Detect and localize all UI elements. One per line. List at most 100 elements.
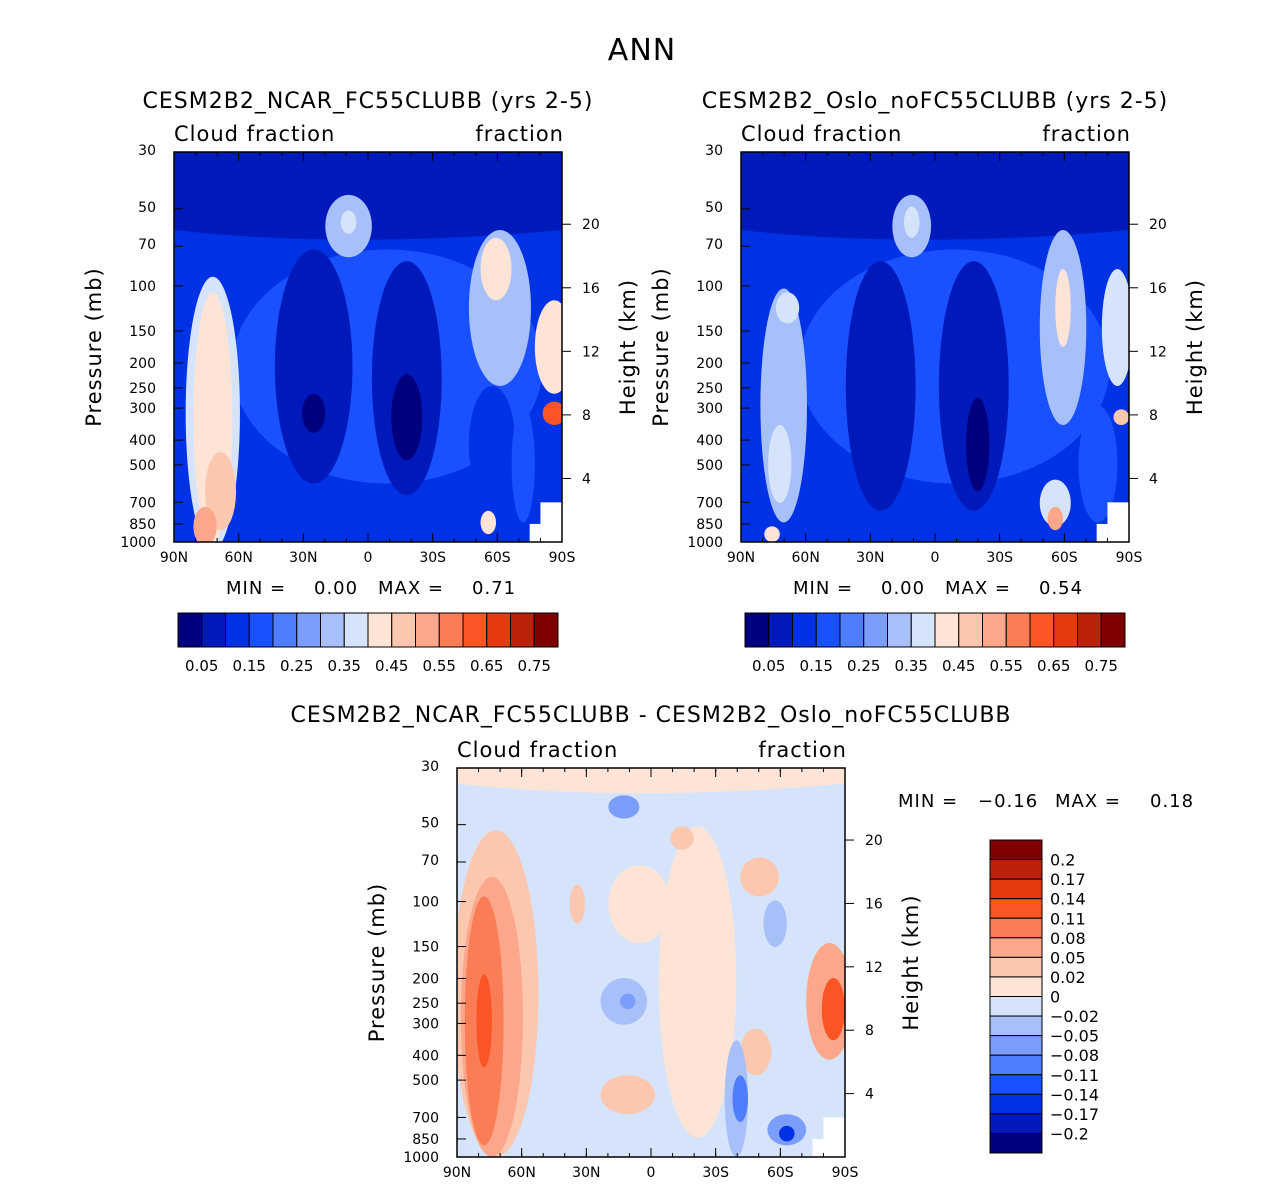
colorbar-swatch <box>367 612 393 648</box>
x-tick-label: 60S <box>767 1165 794 1181</box>
y-tick-label: 500 <box>129 458 156 474</box>
y-tick-label: 30 <box>138 143 156 159</box>
contour-region <box>732 1075 748 1122</box>
x-tick-label: 0 <box>647 1165 656 1181</box>
min-value: −0.16 <box>978 791 1038 812</box>
min-value: 0.00 <box>881 578 925 599</box>
min-label: MIN = <box>793 578 853 599</box>
height-tick-label: 4 <box>865 1087 874 1103</box>
y-tick-label: 850 <box>129 517 156 533</box>
y-tick-label: 70 <box>138 237 156 253</box>
colorbar-swatch <box>1005 612 1031 648</box>
colorbar-swatch <box>989 898 1043 919</box>
colorbar-swatch <box>744 612 770 648</box>
colorbar-label: 0.05 <box>185 657 218 675</box>
colorbar-label: 0.65 <box>470 657 503 675</box>
y-tick-label: 300 <box>129 401 156 417</box>
contour-region <box>391 374 423 461</box>
contour-region <box>480 237 512 301</box>
colorbar-label: 0.2 <box>1050 851 1075 870</box>
contour-region <box>608 865 671 944</box>
contour-field <box>174 152 562 542</box>
x-tick-label: 30S <box>986 550 1013 566</box>
max-label: MAX = <box>378 578 444 599</box>
contour-region <box>1101 269 1129 386</box>
colorbar-label: −0.05 <box>1050 1027 1099 1046</box>
height-tick-label: 8 <box>1149 408 1158 424</box>
colorbar-swatch <box>201 612 226 648</box>
contour-region <box>468 386 516 503</box>
y-tick-label: 250 <box>129 381 156 397</box>
colorbar-swatch <box>272 612 298 648</box>
y-tick-label: 30 <box>705 143 723 159</box>
panel-diff: CESM2B2_NCAR_FC55CLUBB - CESM2B2_Oslo_no… <box>290 703 1194 1181</box>
y-tick-label: 250 <box>696 381 723 397</box>
y-tick-label: 300 <box>696 401 723 417</box>
contour-region <box>1039 479 1071 527</box>
height-axis-label: Height (km) <box>616 279 640 415</box>
colorbar-swatch <box>815 612 841 648</box>
colorbar-swatch <box>225 612 250 648</box>
panel-title: CESM2B2_NCAR_FC55CLUBB - CESM2B2_Oslo_no… <box>290 703 1011 728</box>
contour-region <box>938 261 1009 511</box>
max-label: MAX = <box>945 578 1011 599</box>
panel-ncar: CESM2B2_NCAR_FC55CLUBB (yrs 2-5) Cloud fr… <box>82 89 640 675</box>
y-tick-label: 850 <box>696 517 723 533</box>
y-tick-label: 1000 <box>120 535 156 551</box>
height-tick-label: 20 <box>1149 217 1167 233</box>
colorbar-swatch <box>989 996 1043 1017</box>
y-tick-label: 1000 <box>687 535 723 551</box>
colorbar-label: 0.15 <box>233 657 266 675</box>
colorbar-swatch <box>863 612 888 648</box>
min-label: MIN = <box>226 578 286 599</box>
x-tick-label: 60N <box>225 550 253 566</box>
colorbar-swatch <box>510 612 535 648</box>
surface-mask <box>1096 502 1129 542</box>
left-label: Cloud fraction <box>174 122 335 146</box>
colorbar-label: 0.25 <box>847 657 880 675</box>
min-max-text: MIN = 0.00 MAX = 0.54 <box>793 578 1082 599</box>
contour-region <box>600 1075 655 1115</box>
contour-region <box>480 510 497 535</box>
colorbar-label: 0.02 <box>1050 968 1086 987</box>
contour-region <box>845 261 916 511</box>
x-axis: 90N 60N 30N 0 30S 60S 90S <box>160 152 575 566</box>
x-tick-label: 60S <box>484 550 511 566</box>
height-tick-label: 16 <box>865 896 883 912</box>
y-tick-label: 150 <box>696 324 723 340</box>
colorbar-swatch <box>934 612 960 648</box>
contour-region <box>821 978 845 1041</box>
height-axis-label: Height (km) <box>899 894 923 1030</box>
colorbar-swatch <box>533 612 559 648</box>
height-tick-label: 12 <box>1149 344 1167 360</box>
colorbar-swatch <box>989 1035 1043 1056</box>
height-tick-label: 4 <box>582 471 591 487</box>
y-tick-label: 70 <box>421 853 439 869</box>
contour-region <box>658 826 737 1138</box>
y-axis-label: Pressure (mb) <box>649 267 673 427</box>
contour-region <box>476 974 492 1068</box>
contour-region <box>511 405 535 523</box>
colorbar-label: 0.35 <box>328 657 361 675</box>
height-tick-label: 20 <box>865 833 883 849</box>
y-tick-label: 50 <box>138 200 156 216</box>
colorbar-swatch <box>989 878 1043 900</box>
contour-region <box>569 884 586 924</box>
colorbar-label: 0.17 <box>1050 870 1086 889</box>
colorbar: 0.05 0.15 0.25 0.35 0.45 0.55 0.65 0.75 <box>744 612 1126 675</box>
max-value: 0.18 <box>1150 791 1194 812</box>
panel-title: CESM2B2_NCAR_FC55CLUBB (yrs 2-5) <box>143 89 594 114</box>
colorbar-label: 0.05 <box>752 657 785 675</box>
right-label: fraction <box>1042 122 1131 146</box>
colorbar-swatch <box>989 956 1043 978</box>
contour-region <box>740 1028 772 1076</box>
contour-region <box>768 425 792 503</box>
surface-mask <box>529 502 562 542</box>
colorbar-label: 0.45 <box>375 657 408 675</box>
height-axis: 20 16 12 8 4 Height (km) <box>1129 217 1207 487</box>
x-tick-label: 30S <box>702 1165 729 1181</box>
figure-title: ANN <box>608 33 676 68</box>
colorbar-swatch <box>792 612 817 648</box>
contour-region <box>274 249 353 484</box>
contour-region <box>534 300 562 394</box>
